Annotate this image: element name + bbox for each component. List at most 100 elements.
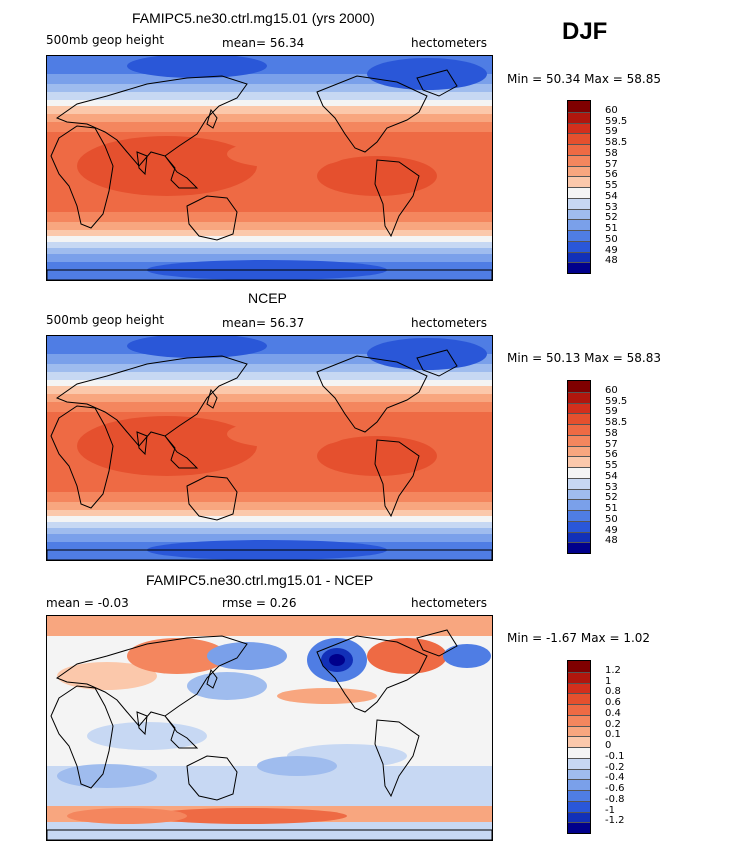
contour-band (47, 394, 492, 402)
colorbar-label: 0.4 (605, 707, 621, 719)
high-contour (227, 140, 347, 168)
colorbar-label: 59.5 (605, 395, 628, 407)
contour-band (47, 386, 492, 394)
colorbar-swatch (568, 822, 590, 833)
contour-band (47, 242, 492, 248)
colorbar-label: 58.5 (605, 137, 628, 148)
coastline (164, 155, 199, 189)
panel1-variable-label: 500mb geop height (46, 33, 165, 47)
colorbar-swatch (568, 800, 590, 812)
contour-band (47, 822, 492, 840)
colorbar-swatch (568, 757, 590, 769)
colorbar-label: 55 (605, 180, 618, 191)
colorbar-label: 60 (605, 104, 618, 116)
colorbar-label: 1 (605, 675, 612, 687)
panel1-units: hectometers (411, 36, 487, 50)
coastline (50, 685, 114, 789)
coastline (136, 711, 148, 736)
colorbar-swatch (568, 165, 590, 177)
colorbar-swatch (568, 154, 590, 166)
colorbar-swatch (568, 542, 590, 553)
colorbar-swatch (568, 682, 590, 694)
panel2-variable-label: 500mb geop height (46, 313, 165, 327)
colorbar-swatch (568, 811, 590, 823)
colorbar-swatch (568, 434, 590, 446)
colorbar-label: 58 (605, 427, 618, 439)
coastline (164, 715, 199, 749)
coastline (136, 151, 148, 176)
colorbar-label: 55 (605, 460, 618, 471)
colorbar-swatch (568, 381, 590, 392)
low-contour (367, 338, 487, 370)
colorbar-label: 52 (605, 492, 618, 504)
colorbar-swatch (568, 456, 590, 467)
colorbar-swatch (568, 176, 590, 187)
colorbar-swatch (568, 488, 590, 500)
coastline (416, 629, 458, 657)
colorbar-label: -0.4 (605, 772, 625, 784)
contour-blob (127, 638, 227, 674)
contour-band (47, 510, 492, 516)
colorbar-label: 56 (605, 169, 618, 181)
colorbar-swatch (568, 661, 590, 672)
panel1-title: FAMIPC5.ne30.ctrl.mg15.01 (yrs 2000) (132, 10, 375, 26)
colorbar-label: -0.2 (605, 761, 625, 773)
contour-band (47, 106, 492, 114)
colorbar-swatch (568, 262, 590, 273)
colorbar-label: 0.2 (605, 718, 621, 730)
colorbar-swatch (568, 714, 590, 726)
colorbar-label: 53 (605, 481, 618, 493)
panel2-units: hectometers (411, 316, 487, 330)
contour-band (47, 516, 492, 522)
colorbar-swatch (568, 219, 590, 230)
coastline (206, 668, 218, 689)
panel2-minmax: Min = 50.13 Max = 58.83 (507, 351, 661, 365)
contour-blob (187, 672, 267, 700)
colorbar-label: 50 (605, 513, 618, 525)
contour-band (47, 380, 492, 386)
coastline (55, 635, 248, 727)
low-contour (443, 644, 491, 668)
colorbar-swatch (568, 747, 590, 758)
panel2-mean: mean= 56.37 (222, 316, 305, 330)
high-contour (147, 808, 347, 824)
colorbar-label: 0.8 (605, 686, 621, 698)
high-contour (367, 638, 447, 674)
colorbar-label: 56 (605, 449, 618, 461)
colorbar-swatch (568, 520, 590, 532)
coastline (186, 755, 238, 801)
high-contour (77, 136, 257, 196)
colorbar-label: 49 (605, 524, 618, 536)
colorbar-swatch (568, 122, 590, 134)
panel1-mean: mean= 56.34 (222, 36, 305, 50)
coastline (50, 405, 114, 509)
colorbar-label: 0.6 (605, 697, 621, 708)
contour-band (47, 236, 492, 242)
colorbar-swatch (568, 779, 590, 790)
colorbar-label: 1.2 (605, 664, 621, 676)
low-contour (127, 336, 267, 358)
coastline (416, 69, 458, 97)
panel1-colorbar (567, 100, 591, 274)
contour-blob (277, 688, 377, 704)
coastline (206, 108, 218, 129)
season-label: DJF (562, 18, 608, 45)
contour-blob (257, 756, 337, 776)
coastline (416, 349, 458, 377)
colorbar-swatch (568, 187, 590, 198)
colorbar-swatch (568, 251, 590, 263)
colorbar-swatch (568, 144, 590, 155)
colorbar-label: 57 (605, 438, 618, 450)
contour-band (47, 372, 492, 380)
colorbar-swatch (568, 736, 590, 747)
colorbar-swatch (568, 725, 590, 737)
contour-band (47, 528, 492, 534)
colorbar-swatch (568, 467, 590, 478)
contour-band (47, 230, 492, 236)
panel3-minmax: Min = -1.67 Max = 1.02 (507, 631, 651, 645)
high-contour (317, 436, 437, 476)
colorbar-swatch (568, 424, 590, 435)
coastline (316, 75, 428, 153)
contour-band (47, 248, 492, 254)
contour-band (47, 114, 492, 122)
